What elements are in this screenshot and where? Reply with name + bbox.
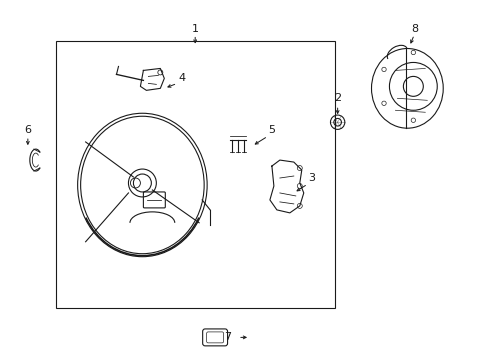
Text: 1: 1 [191, 24, 198, 33]
Text: 2: 2 [333, 93, 341, 103]
Text: 3: 3 [307, 173, 315, 183]
Bar [56, 41, 334, 307]
Text: 7: 7 [224, 332, 231, 342]
Text: 8: 8 [410, 24, 417, 33]
Text: 6: 6 [24, 125, 31, 135]
Text: 5: 5 [268, 125, 275, 135]
Text: 4: 4 [178, 73, 185, 84]
